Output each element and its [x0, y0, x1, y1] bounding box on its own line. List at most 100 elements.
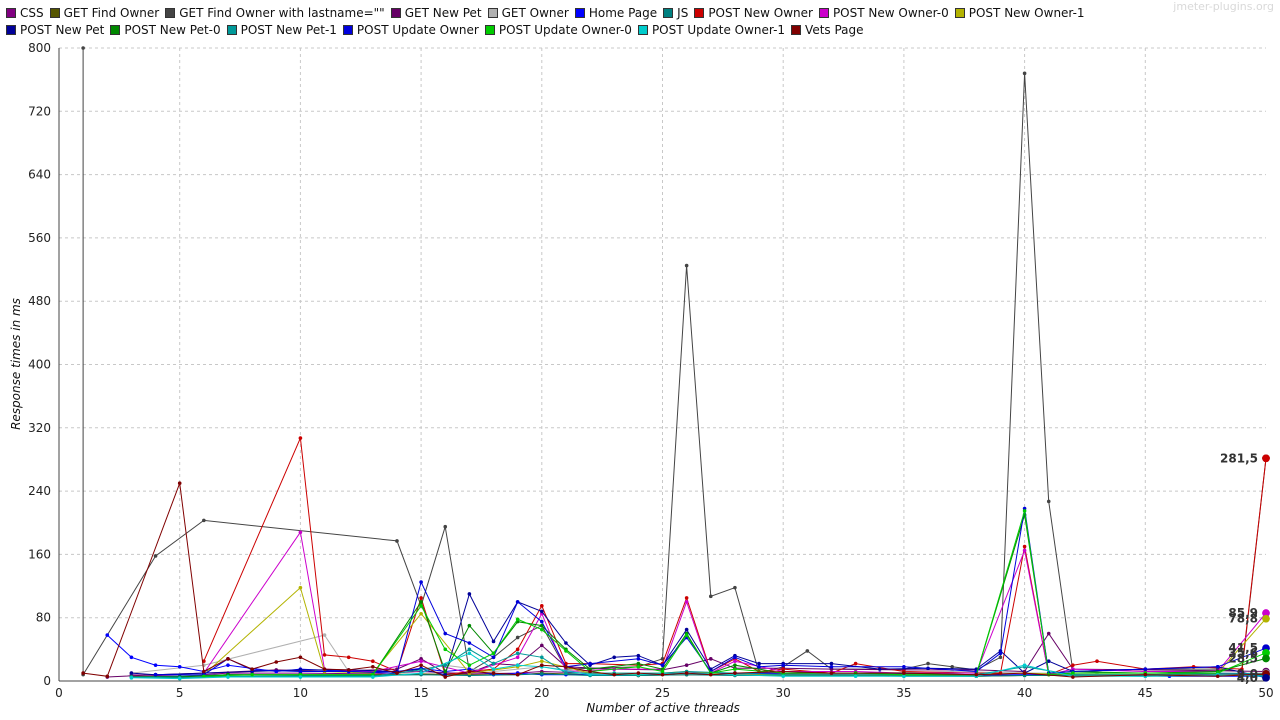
data-point	[540, 609, 544, 614]
end-value-label: 78,8	[1228, 612, 1258, 626]
end-value-label: 35,6	[1228, 646, 1258, 660]
legend-item: POST New Owner-1	[954, 5, 1085, 22]
data-point	[1071, 675, 1075, 679]
legend-label: GET Find Owner with lastname=""	[179, 6, 385, 20]
legend-swatch	[342, 25, 353, 35]
data-point	[540, 659, 544, 664]
data-point	[395, 539, 399, 543]
data-point	[684, 600, 689, 604]
data-point	[515, 655, 520, 660]
legend-label: POST Update Owner-0	[498, 23, 632, 37]
data-point	[564, 641, 568, 645]
data-point	[153, 663, 158, 667]
end-marker	[1262, 674, 1270, 682]
data-point	[443, 675, 448, 679]
legend-swatch	[226, 25, 237, 35]
legend-item: POST New Owner	[694, 5, 813, 22]
x-tick-label: 5	[176, 686, 184, 700]
data-point	[467, 641, 472, 645]
data-point	[274, 660, 279, 664]
data-point	[491, 639, 496, 644]
legend-label: GET Find Owner	[63, 6, 160, 20]
legend-swatch	[791, 25, 802, 35]
data-point	[660, 672, 665, 677]
data-point	[322, 667, 327, 671]
data-point	[202, 518, 206, 523]
data-point	[419, 659, 423, 664]
data-point	[733, 655, 737, 660]
data-point	[515, 647, 520, 652]
data-point	[684, 663, 689, 667]
end-value-label: 41,5	[1228, 641, 1258, 655]
legend-swatch	[6, 8, 16, 18]
data-point	[636, 657, 641, 661]
data-point	[902, 674, 906, 679]
legend-label: POST New Pet-1	[240, 23, 337, 37]
legend-item: GET Owner	[487, 5, 569, 22]
y-tick-label: 320	[28, 421, 51, 435]
data-point	[202, 674, 206, 679]
end-labels: 281,5 85,978,8 41,535,628,5 9,04,0	[1220, 451, 1270, 685]
end-value-label: 281,5	[1220, 451, 1258, 465]
data-point	[781, 674, 785, 679]
data-point	[781, 669, 785, 674]
legend-swatch	[694, 8, 705, 18]
data-point	[515, 600, 520, 604]
y-tick-label: 240	[28, 484, 51, 498]
data-point	[805, 649, 810, 653]
data-point	[298, 669, 303, 674]
data-point	[226, 675, 230, 679]
series-line	[203, 436, 1267, 676]
data-point	[1240, 667, 1244, 671]
legend-item: Home Page	[574, 5, 657, 22]
data-point	[708, 657, 713, 661]
data-point	[491, 661, 496, 666]
data-point	[588, 669, 592, 674]
data-point	[540, 655, 544, 660]
data-point	[684, 671, 689, 675]
end-marker	[1262, 649, 1270, 657]
data-point	[564, 649, 568, 653]
data-point	[1022, 544, 1027, 549]
data-point	[298, 655, 303, 660]
data-point	[1022, 509, 1027, 513]
data-point	[443, 669, 448, 674]
data-point	[443, 524, 448, 529]
end-value-label: 28,5	[1228, 651, 1258, 665]
y-tick-label: 560	[28, 231, 51, 245]
series-line	[131, 592, 1267, 679]
data-point	[129, 671, 134, 675]
legend-label: POST New Owner	[708, 6, 813, 20]
data-point	[540, 663, 544, 667]
data-point	[733, 585, 737, 590]
plot-area	[59, 48, 1266, 681]
x-tick-label: 30	[776, 686, 791, 700]
legend-label: POST New Owner-1	[968, 6, 1085, 20]
legend-label: GET New Pet	[404, 6, 482, 20]
data-point	[733, 659, 737, 664]
data-point	[153, 672, 158, 677]
data-point	[371, 675, 375, 679]
data-point	[346, 655, 351, 660]
legend-item: CSS	[6, 5, 44, 22]
legend-item: GET Find Owner with lastname=""	[165, 5, 385, 22]
data-point	[684, 596, 689, 600]
legend-swatch	[487, 8, 498, 18]
data-point	[636, 671, 641, 675]
data-point	[636, 664, 641, 669]
data-point	[515, 617, 520, 622]
x-tick-label: 25	[655, 686, 670, 700]
data-point	[491, 651, 496, 656]
data-point	[612, 655, 617, 660]
data-point	[1022, 663, 1027, 667]
legend-swatch	[574, 8, 585, 18]
legend-swatch	[49, 8, 60, 18]
legend-item: Vets Page	[791, 22, 864, 39]
data-point	[540, 672, 544, 676]
data-point	[540, 604, 544, 608]
data-point	[1022, 548, 1027, 553]
data-point	[81, 46, 85, 50]
data-point	[660, 663, 665, 667]
data-point	[81, 671, 85, 675]
data-point	[733, 667, 737, 671]
